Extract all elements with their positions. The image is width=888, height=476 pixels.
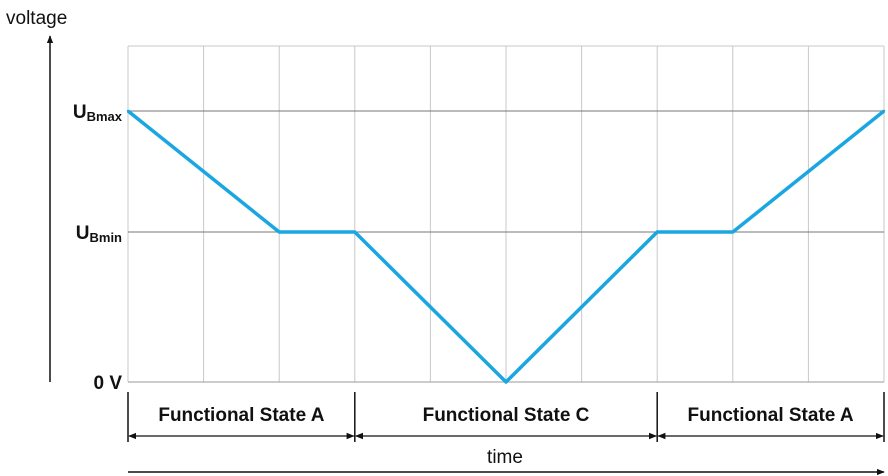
series-point	[278, 230, 281, 234]
grid	[127, 45, 885, 382]
y-level-label-ubmax: UBmax	[73, 102, 123, 124]
series-point	[882, 109, 886, 113]
series-point	[126, 109, 130, 113]
y-axis-label: voltage	[6, 8, 67, 29]
functional-states: Functional State A Functional State C Func…	[127, 392, 885, 442]
state-label: Functional State C	[423, 405, 590, 426]
series-point	[353, 230, 356, 234]
y-level-label-zero: 0 V	[93, 373, 122, 394]
series-layer	[126, 109, 886, 384]
y-level-labels: UBmax UBmin 0 V	[73, 102, 123, 394]
x-axis-label: time	[487, 447, 523, 468]
state-label: Functional State A	[158, 405, 324, 426]
series-point	[504, 380, 508, 384]
series-point	[656, 230, 659, 234]
state-label: Functional State A	[688, 405, 854, 426]
series-point	[731, 230, 734, 234]
y-level-label-ubmin: UBmin	[76, 223, 122, 245]
